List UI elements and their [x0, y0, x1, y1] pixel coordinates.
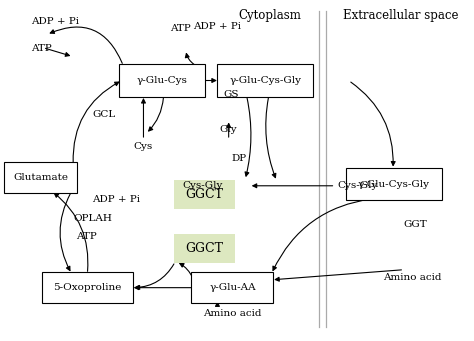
Text: Extracellular space: Extracellular space — [343, 9, 459, 22]
Text: Cytoplasm: Cytoplasm — [238, 9, 301, 22]
Text: γ-Glu-Cys-Gly: γ-Glu-Cys-Gly — [358, 180, 430, 189]
Text: Glutamate: Glutamate — [13, 173, 68, 182]
Text: GS: GS — [223, 90, 238, 99]
FancyBboxPatch shape — [191, 272, 273, 303]
Text: GGCT: GGCT — [185, 188, 223, 201]
Text: 5-Oxoproline: 5-Oxoproline — [53, 283, 121, 292]
FancyBboxPatch shape — [119, 64, 206, 97]
Text: GGT: GGT — [403, 220, 427, 229]
FancyBboxPatch shape — [217, 64, 313, 97]
Text: GGCT: GGCT — [185, 242, 223, 255]
Text: ADP + Pi: ADP + Pi — [31, 17, 79, 26]
Text: ATP: ATP — [31, 44, 52, 53]
Text: Cys-Gly: Cys-Gly — [338, 181, 378, 190]
FancyBboxPatch shape — [346, 168, 442, 200]
FancyBboxPatch shape — [4, 162, 77, 193]
Text: DP: DP — [231, 154, 246, 163]
Text: ATP: ATP — [171, 24, 191, 33]
Text: Cys-Gly: Cys-Gly — [182, 181, 223, 190]
Text: OPLAH: OPLAH — [73, 213, 112, 223]
Text: Amino acid: Amino acid — [203, 309, 262, 318]
Text: ATP: ATP — [75, 232, 96, 241]
FancyBboxPatch shape — [174, 180, 235, 209]
FancyBboxPatch shape — [174, 234, 235, 263]
Text: ADP + Pi: ADP + Pi — [92, 195, 140, 204]
Text: Gly: Gly — [220, 125, 237, 134]
Text: Cys: Cys — [134, 142, 153, 151]
Text: GCL: GCL — [92, 110, 115, 119]
FancyBboxPatch shape — [42, 272, 133, 303]
Text: ADP + Pi: ADP + Pi — [193, 22, 241, 31]
Text: γ-Glu-Cys: γ-Glu-Cys — [137, 76, 188, 85]
Text: Amino acid: Amino acid — [383, 273, 442, 282]
Text: γ-Glu-AA: γ-Glu-AA — [209, 283, 256, 292]
Text: γ-Glu-Cys-Gly: γ-Glu-Cys-Gly — [229, 76, 301, 85]
